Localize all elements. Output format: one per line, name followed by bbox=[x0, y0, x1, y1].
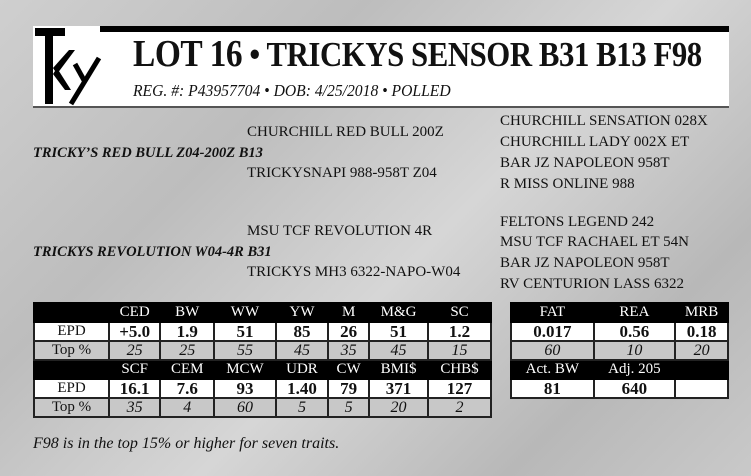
weights-row-cell: 81 bbox=[510, 378, 595, 399]
trait-header-row-cell: CEM bbox=[159, 359, 216, 380]
top-percent-row-cell: 25 bbox=[159, 340, 216, 361]
epd-row-cell: 93 bbox=[213, 378, 277, 399]
carcass-top-row: 60 10 20 bbox=[510, 340, 729, 361]
trait-header-row-cell: YW bbox=[274, 302, 330, 323]
tricky-logo bbox=[35, 28, 102, 106]
epd-row-cell: 1.40 bbox=[274, 378, 330, 399]
sire-line-2: CHURCHILL LADY 002X ET bbox=[500, 134, 690, 150]
sire-line-4: R MISS ONLINE 988 bbox=[500, 176, 635, 192]
top-percent-row-cell: 45 bbox=[368, 340, 430, 361]
top-percent-row-cell: 20 bbox=[368, 397, 430, 418]
epd-row-cell: 79 bbox=[327, 378, 371, 399]
trait-header-row-cell: UDR bbox=[274, 359, 330, 380]
trait-header-row-cell: M bbox=[327, 302, 371, 323]
weights-row-cell: 640 bbox=[592, 378, 677, 399]
weights-row-cell bbox=[674, 378, 729, 399]
trait-header-row-cell: CED bbox=[107, 302, 162, 323]
epd-row-cell: 7.6 bbox=[159, 378, 216, 399]
registration-line: REG. #: P43957704 • DOB: 4/25/2018 • POL… bbox=[133, 81, 451, 100]
weights-header-row-cell: Act. BW bbox=[510, 359, 595, 380]
sire: TRICKY’S RED BULL Z04-200Z B13 bbox=[33, 145, 263, 161]
carcass-header-row: FAT REA MRB bbox=[510, 302, 729, 323]
epd-row: EPD 16.1 7.6 93 1.40 79 371 127 bbox=[33, 378, 492, 399]
lot-header: LOT 16 • TRICKYS SENSOR B31 B13 F98 REG.… bbox=[33, 26, 729, 108]
animal-name: TRICKYS SENSOR B31 B13 F98 bbox=[266, 35, 702, 74]
top-percent-row-cell: Top % bbox=[33, 340, 110, 361]
weights-header-row-cell bbox=[674, 359, 729, 380]
trait-header-row: CED BW WW YW M M&G SC bbox=[33, 302, 492, 323]
epd-table: CED BW WW YW M M&G SC EPD +5.0 1.9 51 85 26 51 1.2 Top … bbox=[33, 302, 492, 418]
sire-line-3: BAR JZ NAPOLEON 958T bbox=[500, 155, 670, 171]
top-percent-row-cell: 45 bbox=[274, 340, 330, 361]
carcass-epd-row: 0.017 0.56 0.18 bbox=[510, 321, 729, 342]
epd-row-cell: 85 bbox=[274, 321, 330, 342]
top-percent-row-cell: 5 bbox=[274, 397, 330, 418]
epd-row: EPD +5.0 1.9 51 85 26 51 1.2 bbox=[33, 321, 492, 342]
trait-header-row-cell: M&G bbox=[368, 302, 430, 323]
weights-header-row: Act. BW Adj. 205 bbox=[510, 359, 729, 380]
header-bar bbox=[100, 26, 729, 32]
dam: TRICKYS REVOLUTION W04-4R B31 bbox=[33, 244, 272, 260]
carcass-top-row-cell: 10 bbox=[592, 340, 677, 361]
top-percent-row-cell: 5 bbox=[327, 397, 371, 418]
top-percent-row-cell: 4 bbox=[159, 397, 216, 418]
dam-line-2: MSU TCF RACHAEL ET 54N bbox=[500, 234, 689, 250]
carcass-header-row-cell: MRB bbox=[674, 302, 729, 323]
top-percent-row-cell: Top % bbox=[33, 397, 110, 418]
weights-header-row-cell: Adj. 205 bbox=[592, 359, 677, 380]
top-percent-row: Top % 25 25 55 45 35 45 15 bbox=[33, 340, 492, 361]
trait-header-row-cell: MCW bbox=[213, 359, 277, 380]
trait-header-row-cell: BW bbox=[159, 302, 216, 323]
dam-line-4: RV CENTURION LASS 6322 bbox=[500, 276, 684, 292]
epd-row-cell: 51 bbox=[213, 321, 277, 342]
epd-row-cell: EPD bbox=[33, 378, 110, 399]
carcass-table: FAT REA MRB 0.017 0.56 0.18 60 10 20 Act. BW Adj. … bbox=[510, 302, 729, 399]
top-percent-row-cell: 55 bbox=[213, 340, 277, 361]
lot-title: LOT 16 • TRICKYS SENSOR B31 B13 F98 bbox=[133, 34, 702, 74]
trait-header-row-cell bbox=[33, 359, 110, 380]
top-percent-row-cell: 35 bbox=[327, 340, 371, 361]
trait-header-row-cell bbox=[33, 302, 110, 323]
carcass-header-row-cell: REA bbox=[592, 302, 677, 323]
epd-row-cell: 1.2 bbox=[427, 321, 492, 342]
dam-line-3: BAR JZ NAPOLEON 958T bbox=[500, 255, 670, 271]
dam-sire: MSU TCF REVOLUTION 4R bbox=[247, 223, 433, 239]
top-percent-row-cell: 2 bbox=[427, 397, 492, 418]
epd-row-cell: +5.0 bbox=[107, 321, 162, 342]
top-percent-row-cell: 15 bbox=[427, 340, 492, 361]
carcass-top-row-cell: 60 bbox=[510, 340, 595, 361]
epd-row-cell: 127 bbox=[427, 378, 492, 399]
carcass-epd-row-cell: 0.017 bbox=[510, 321, 595, 342]
trait-header-row-cell: SC bbox=[427, 302, 492, 323]
epd-row-cell: 26 bbox=[327, 321, 371, 342]
top-percent-row-cell: 25 bbox=[107, 340, 162, 361]
top-percent-row: Top % 35 4 60 5 5 20 2 bbox=[33, 397, 492, 418]
weights-row: 81 640 bbox=[510, 378, 729, 399]
sire-line-1: CHURCHILL SENSATION 028X bbox=[500, 113, 708, 129]
sire-dam: TRICKYSNAPI 988-958T Z04 bbox=[247, 165, 437, 181]
carcass-epd-row-cell: 0.56 bbox=[592, 321, 677, 342]
trait-header-row-cell: CW bbox=[327, 359, 371, 380]
trait-header-row-cell: CHB$ bbox=[427, 359, 492, 380]
lot-number: LOT 16 bbox=[133, 33, 243, 75]
carcass-top-row-cell: 20 bbox=[674, 340, 729, 361]
dam-line-1: FELTONS LEGEND 242 bbox=[500, 214, 655, 230]
top-percent-row-cell: 60 bbox=[213, 397, 277, 418]
trait-header-row-cell: BMI$ bbox=[368, 359, 430, 380]
trait-header-row-cell: WW bbox=[213, 302, 277, 323]
trait-header-row: SCF CEM MCW UDR CW BMI$ CHB$ bbox=[33, 359, 492, 380]
sire-sire: CHURCHILL RED BULL 200Z bbox=[247, 124, 444, 140]
bullet: • bbox=[249, 35, 260, 74]
carcass-epd-row-cell: 0.18 bbox=[674, 321, 729, 342]
dam-dam: TRICKYS MH3 6322-NAPO-W04 bbox=[247, 264, 461, 280]
carcass-header-row-cell: FAT bbox=[510, 302, 595, 323]
footnote: F98 is in the top 15% or higher for seve… bbox=[33, 435, 340, 452]
epd-row-cell: EPD bbox=[33, 321, 110, 342]
epd-row-cell: 16.1 bbox=[107, 378, 162, 399]
epd-row-cell: 51 bbox=[368, 321, 430, 342]
trait-header-row-cell: SCF bbox=[107, 359, 162, 380]
top-percent-row-cell: 35 bbox=[107, 397, 162, 418]
epd-row-cell: 1.9 bbox=[159, 321, 216, 342]
epd-row-cell: 371 bbox=[368, 378, 430, 399]
